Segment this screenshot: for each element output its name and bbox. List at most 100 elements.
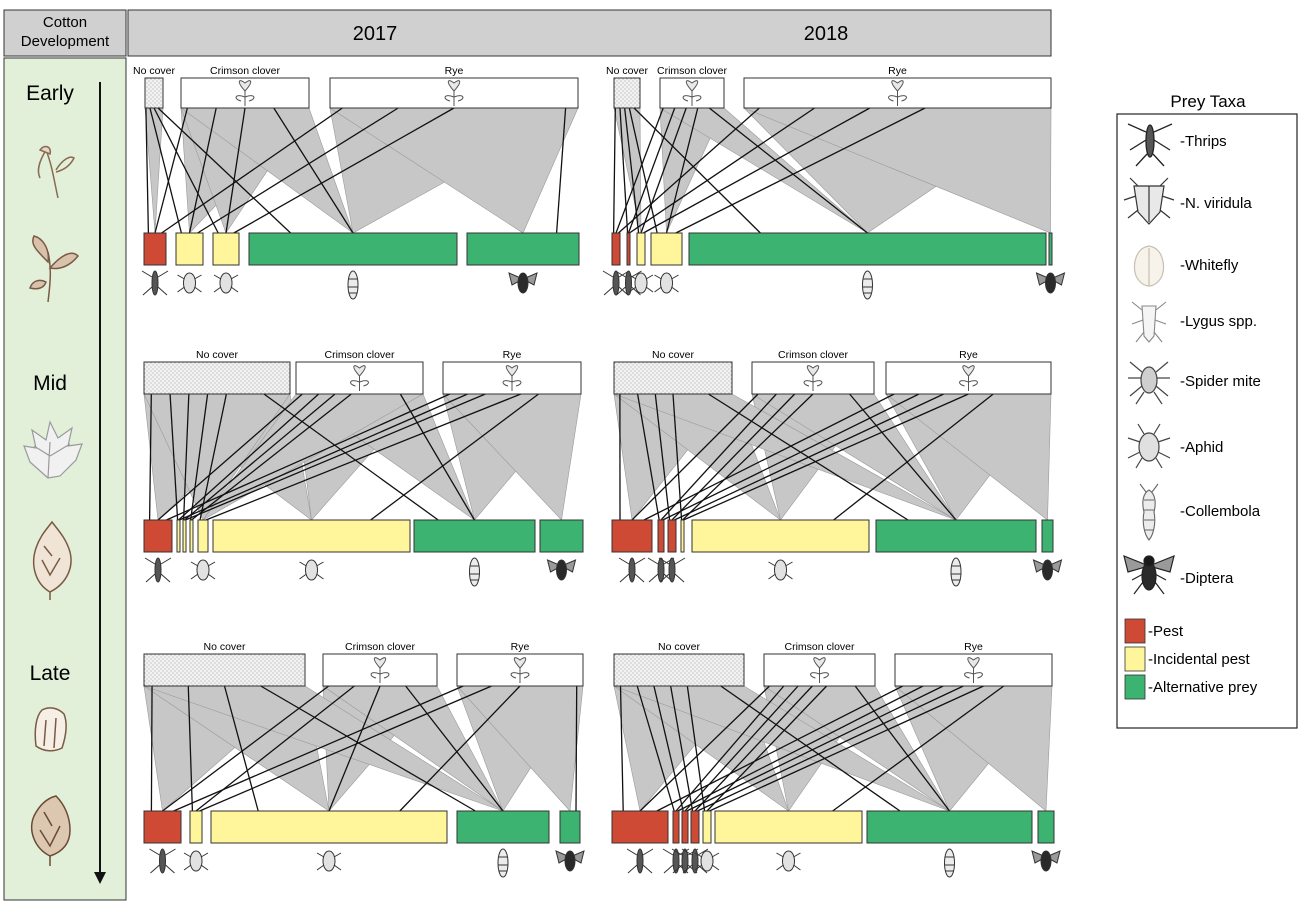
cotton-young-plant-icon — [29, 235, 80, 303]
rye-icon — [502, 365, 522, 391]
bug-marker-4 — [768, 559, 793, 581]
interaction-line-2 — [636, 685, 675, 812]
interaction-line-4 — [670, 685, 694, 812]
interaction-line-12 — [555, 107, 567, 234]
rye-icon — [510, 657, 530, 683]
fly-marker-6 — [1035, 272, 1066, 294]
interaction-line-14 — [263, 393, 439, 521]
stage-label-mid: Mid — [33, 372, 67, 395]
fly-marker-6 — [1032, 559, 1063, 581]
interaction-line-11 — [643, 107, 871, 234]
interaction-line-6 — [660, 393, 777, 521]
prey-box-4 — [690, 810, 700, 844]
thrips-marker-1 — [141, 270, 169, 296]
legend-taxon-n-viridula: -N. viridula — [1180, 195, 1252, 212]
interaction-line-2 — [636, 393, 660, 521]
prey-box-2 — [672, 810, 680, 844]
rye-icon — [444, 80, 464, 106]
legend-swatch-alternative-prey — [1124, 674, 1146, 700]
year-header-bar — [127, 9, 1052, 57]
interaction-line-8 — [199, 685, 492, 812]
prey-box-5 — [688, 232, 1047, 266]
interaction-line-2 — [619, 107, 629, 234]
prey-box-6 — [875, 519, 1037, 553]
interaction-line-9 — [399, 685, 521, 812]
header-row-label-line1: Cotton — [43, 14, 87, 31]
interaction-line-12 — [675, 107, 926, 234]
stage-label-early: Early — [26, 82, 74, 105]
interaction-line-4 — [154, 107, 189, 234]
cotton-square-icon — [32, 520, 72, 600]
interaction-line-4 — [162, 685, 330, 812]
prey-box-5 — [197, 519, 209, 553]
interaction-line-13 — [205, 393, 522, 521]
prey-box-3 — [210, 810, 448, 844]
aphid-icon — [1127, 423, 1171, 469]
thrips-marker-2 — [615, 270, 642, 296]
bug-marker-5 — [694, 850, 720, 872]
crimson-clover-label: Crimson clover — [778, 349, 849, 361]
prey-box-3 — [636, 232, 646, 266]
collembola-marker-4 — [497, 848, 509, 878]
bug-marker-3 — [316, 850, 342, 872]
prey-box-3 — [667, 519, 677, 553]
thrips-marker-1 — [626, 848, 654, 874]
prey-box-8 — [539, 519, 584, 553]
interaction-line-1 — [145, 107, 150, 234]
legend-title: Prey Taxa — [1170, 92, 1246, 111]
legend-taxon-aphid: -Aphid — [1180, 439, 1223, 456]
lygus-icon — [1131, 301, 1167, 343]
no-cover-label: No cover — [652, 349, 695, 361]
prey-box-6 — [1048, 232, 1053, 266]
interaction-line-9 — [694, 685, 813, 812]
rye-label: Rye — [503, 349, 522, 361]
crimson-clover-icon — [810, 657, 829, 683]
stage-panel — [3, 57, 127, 901]
interaction-line-9 — [233, 107, 455, 234]
collembola-marker-4 — [347, 270, 359, 300]
interaction-line-16 — [720, 685, 901, 812]
interaction-line-7 — [173, 685, 464, 812]
interaction-line-11 — [157, 107, 292, 234]
bug-marker-2 — [183, 850, 209, 872]
stage-label-late: Late — [30, 662, 71, 685]
rye-label: Rye — [445, 65, 464, 77]
bug-marker-3 — [628, 272, 654, 294]
whitefly-icon — [1133, 245, 1165, 287]
crimson-clover-label: Crimson clover — [784, 641, 855, 653]
bug-marker-2 — [190, 559, 216, 581]
interaction-line-6 — [627, 107, 676, 234]
fly-icon — [1123, 555, 1175, 595]
header-row-label-line2: Development — [21, 33, 110, 50]
legend-taxon-collembola: -Collembola — [1180, 503, 1261, 520]
interaction-line-1 — [619, 685, 624, 812]
interaction-line-14 — [708, 107, 868, 234]
food-web-panel-early-2017: No cover Crimson clover Rye — [133, 65, 580, 300]
prey-box-2 — [175, 232, 204, 266]
interaction-line-8 — [197, 107, 399, 234]
legend-swatch-pest — [1124, 618, 1146, 644]
interaction-line-6 — [225, 107, 246, 234]
crimson-clover-icon — [235, 80, 255, 106]
stinkbug-icon — [1123, 177, 1175, 225]
prey-box-4 — [680, 519, 685, 553]
thrips-marker-1 — [618, 557, 646, 583]
prey-box-3 — [182, 519, 187, 553]
interaction-line-12 — [683, 393, 969, 521]
legend-taxon-thrips: -Thrips — [1180, 133, 1227, 150]
cotton-boll-icon — [34, 707, 67, 752]
interaction-line-7 — [161, 107, 343, 234]
prey-box-1 — [611, 810, 669, 844]
year-label-2018: 2018 — [804, 23, 849, 45]
collembola-marker-5 — [950, 557, 962, 587]
interaction-line-13 — [708, 393, 909, 521]
prey-box-1 — [143, 232, 167, 266]
interaction-line-18 — [832, 685, 1005, 812]
cotton-leaf-icon — [23, 420, 83, 479]
crimson-clover-label: Crimson clover — [345, 641, 416, 653]
rye-icon — [959, 365, 978, 391]
no-cover-label: No cover — [133, 65, 176, 77]
interaction-line-13 — [686, 685, 944, 812]
rye-label: Rye — [888, 65, 907, 77]
interaction-line-5 — [686, 685, 706, 812]
